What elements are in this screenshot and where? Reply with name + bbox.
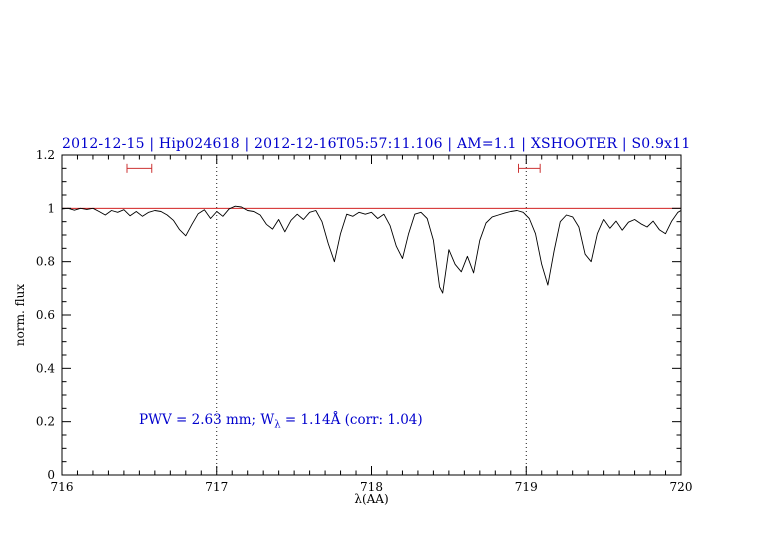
guide-vlines — [216, 155, 527, 475]
y-tick-labels: 0 0.2 0.4 0.6 0.8 1 1.2 — [36, 148, 55, 482]
svg-text:1: 1 — [47, 201, 55, 215]
range-markers — [126, 163, 541, 173]
svg-text:718: 718 — [360, 480, 383, 494]
plot-border — [61, 154, 682, 476]
x-axis-label: λ(AA) — [354, 492, 389, 506]
plot-title: 2012-12-15 | Hip024618 | 2012-12-16T05:5… — [62, 136, 691, 152]
svg-text:0: 0 — [47, 468, 55, 482]
svg-text:716: 716 — [51, 480, 74, 494]
svg-text:717: 717 — [205, 480, 228, 494]
svg-text:0.4: 0.4 — [36, 361, 55, 375]
x-tick-labels: 716 717 718 719 720 — [51, 480, 693, 494]
y-axis-label: norm. flux — [13, 283, 27, 347]
pwv-annotation: PWV = 2.63 mm; Wλ = 1.14Å (corr: 1.04) — [139, 412, 423, 431]
svg-text:1.2: 1.2 — [36, 148, 55, 162]
svg-text:719: 719 — [515, 480, 538, 494]
svg-text:720: 720 — [670, 480, 693, 494]
svg-text:0.8: 0.8 — [36, 255, 55, 269]
pwv-annotation-part2: = 1.14Å (corr: 1.04) — [280, 412, 423, 428]
svg-text:0.2: 0.2 — [36, 415, 55, 429]
pwv-annotation-part1: PWV = 2.63 mm; W — [139, 412, 275, 428]
spectrum-line — [61, 205, 682, 294]
svg-text:0.6: 0.6 — [36, 308, 55, 322]
pwv-annotation-sub-lambda: λ — [274, 419, 281, 431]
